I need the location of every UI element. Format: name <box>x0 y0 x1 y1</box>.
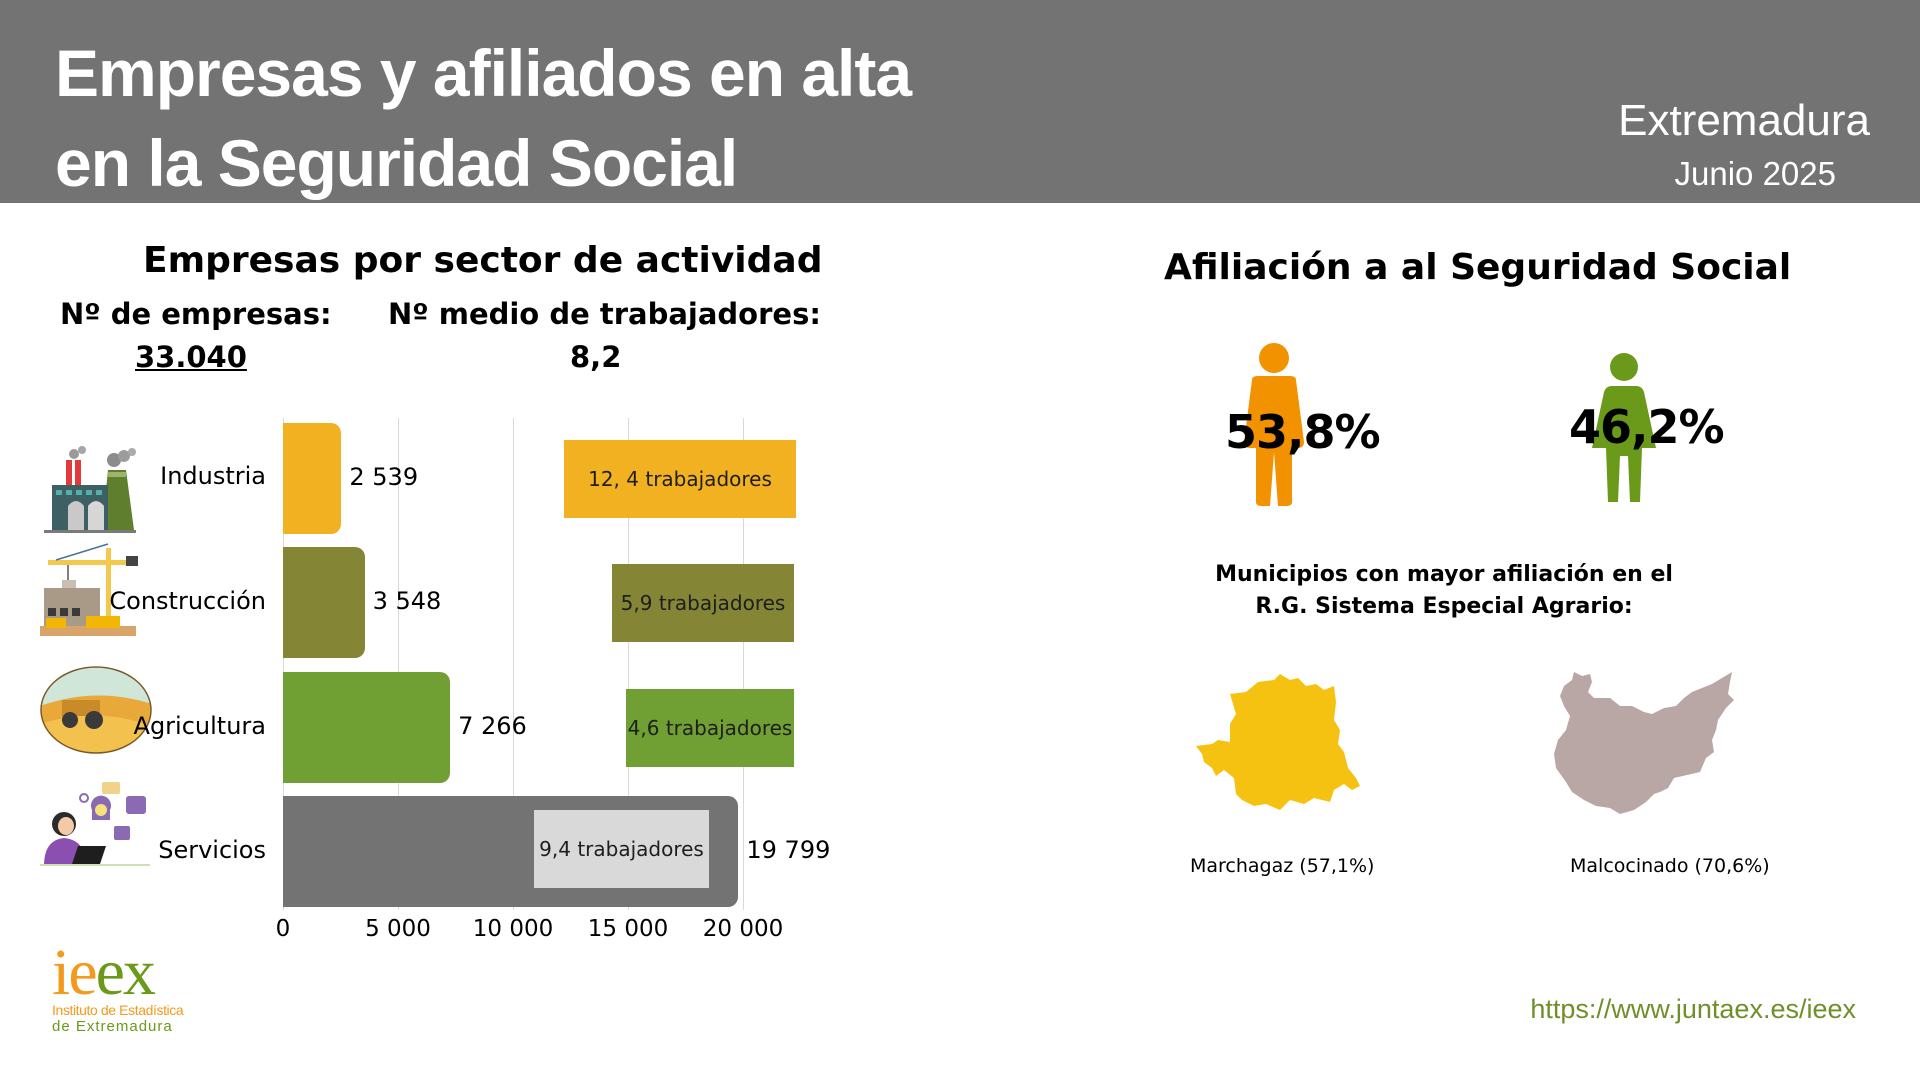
avg-workers-label: Nº medio de trabajadores: <box>388 297 821 331</box>
gridline-0 <box>283 418 284 910</box>
total-empresas-label: Nº de empresas: <box>60 297 332 331</box>
gridline-15000 <box>628 418 629 910</box>
bar-construccion <box>283 547 365 658</box>
avg-workers-value: 8,2 <box>570 340 622 374</box>
ieex-logo-line2: de Extremadura <box>52 1018 173 1035</box>
tractor-field-icon <box>40 666 152 754</box>
x-tick-label-20000: 20 000 <box>702 916 784 942</box>
region-label: Extremadura <box>1618 96 1870 145</box>
caceres-map-icon <box>1194 672 1362 814</box>
gridline-20000 <box>743 418 744 910</box>
empresas-heading: Empresas por sector de actividad <box>143 240 823 281</box>
period-label: Junio 2025 <box>1674 155 1836 192</box>
website-link[interactable]: https://www.juntaex.es/ieex <box>1530 994 1856 1024</box>
man-icon <box>1238 342 1310 506</box>
page-title-line2: en la Seguridad Social <box>55 126 738 200</box>
sector-label-agricultura: Agricultura <box>133 712 266 740</box>
bar-industria <box>283 423 342 534</box>
office-worker-icon <box>40 776 156 868</box>
ieex-logo-ie: ie <box>52 936 98 1009</box>
municipios-heading-line1: Municipios con mayor afiliación en el <box>1215 562 1673 587</box>
avg-workers-box-servicios: 9,4 trabajadores <box>534 810 709 888</box>
factory-icon <box>40 440 140 540</box>
value-label-construccion: 3 548 <box>372 586 442 615</box>
ieex-logo-ex: ex <box>95 936 156 1009</box>
bar-servicios <box>283 796 739 907</box>
avg-workers-box-industria: 12, 4 trabajadores <box>564 440 796 518</box>
sector-label-servicios: Servicios <box>158 836 266 864</box>
ieex-logo-wordmark: ieex <box>52 940 252 1006</box>
municipios-heading: Municipios con mayor afiliación en el R.… <box>1184 559 1704 623</box>
men-percentage: 53,8% <box>1225 405 1381 459</box>
x-tick-label-15000: 15 000 <box>587 916 669 942</box>
avg-workers-box-agricultura: 4,6 trabajadores <box>626 689 794 767</box>
avg-workers-box-construccion: 5,9 trabajadores <box>612 564 794 642</box>
x-tick-label-5000: 5 000 <box>365 916 431 942</box>
badajoz-map-icon <box>1550 668 1736 820</box>
bar-agricultura <box>283 672 451 783</box>
municipio-2-name: Malcocinado (70,6%) <box>1570 855 1770 877</box>
value-label-servicios: 19 799 <box>746 835 831 864</box>
ieex-logo: ieex Instituto de Estadística de Extrema… <box>52 940 252 1040</box>
gridline-10000 <box>513 418 514 910</box>
gridline-5000 <box>398 418 399 910</box>
municipios-heading-line2: R.G. Sistema Especial Agrario: <box>1255 593 1633 619</box>
sector-label-industria: Industria <box>160 462 266 490</box>
woman-icon <box>1592 352 1656 504</box>
sector-label-construccion: Construcción <box>109 587 266 615</box>
ieex-logo-line1: Instituto de Estadística <box>52 1002 184 1018</box>
construction-crane-icon <box>36 538 140 642</box>
value-label-agricultura: 7 266 <box>458 711 527 740</box>
value-label-industria: 2 539 <box>349 462 419 491</box>
women-percentage: 46,2% <box>1569 400 1725 454</box>
total-empresas-value: 33.040 <box>135 340 247 374</box>
header-banner <box>0 0 1920 203</box>
x-tick-label-10000: 10 000 <box>472 916 554 942</box>
page-title-line1: Empresas y afiliados en alta <box>55 36 912 110</box>
x-tick-label-0: 0 <box>275 916 291 942</box>
municipio-1-name: Marchagaz (57,1%) <box>1190 855 1375 877</box>
afiliacion-heading: Afiliación a al Seguridad Social <box>1164 247 1792 288</box>
